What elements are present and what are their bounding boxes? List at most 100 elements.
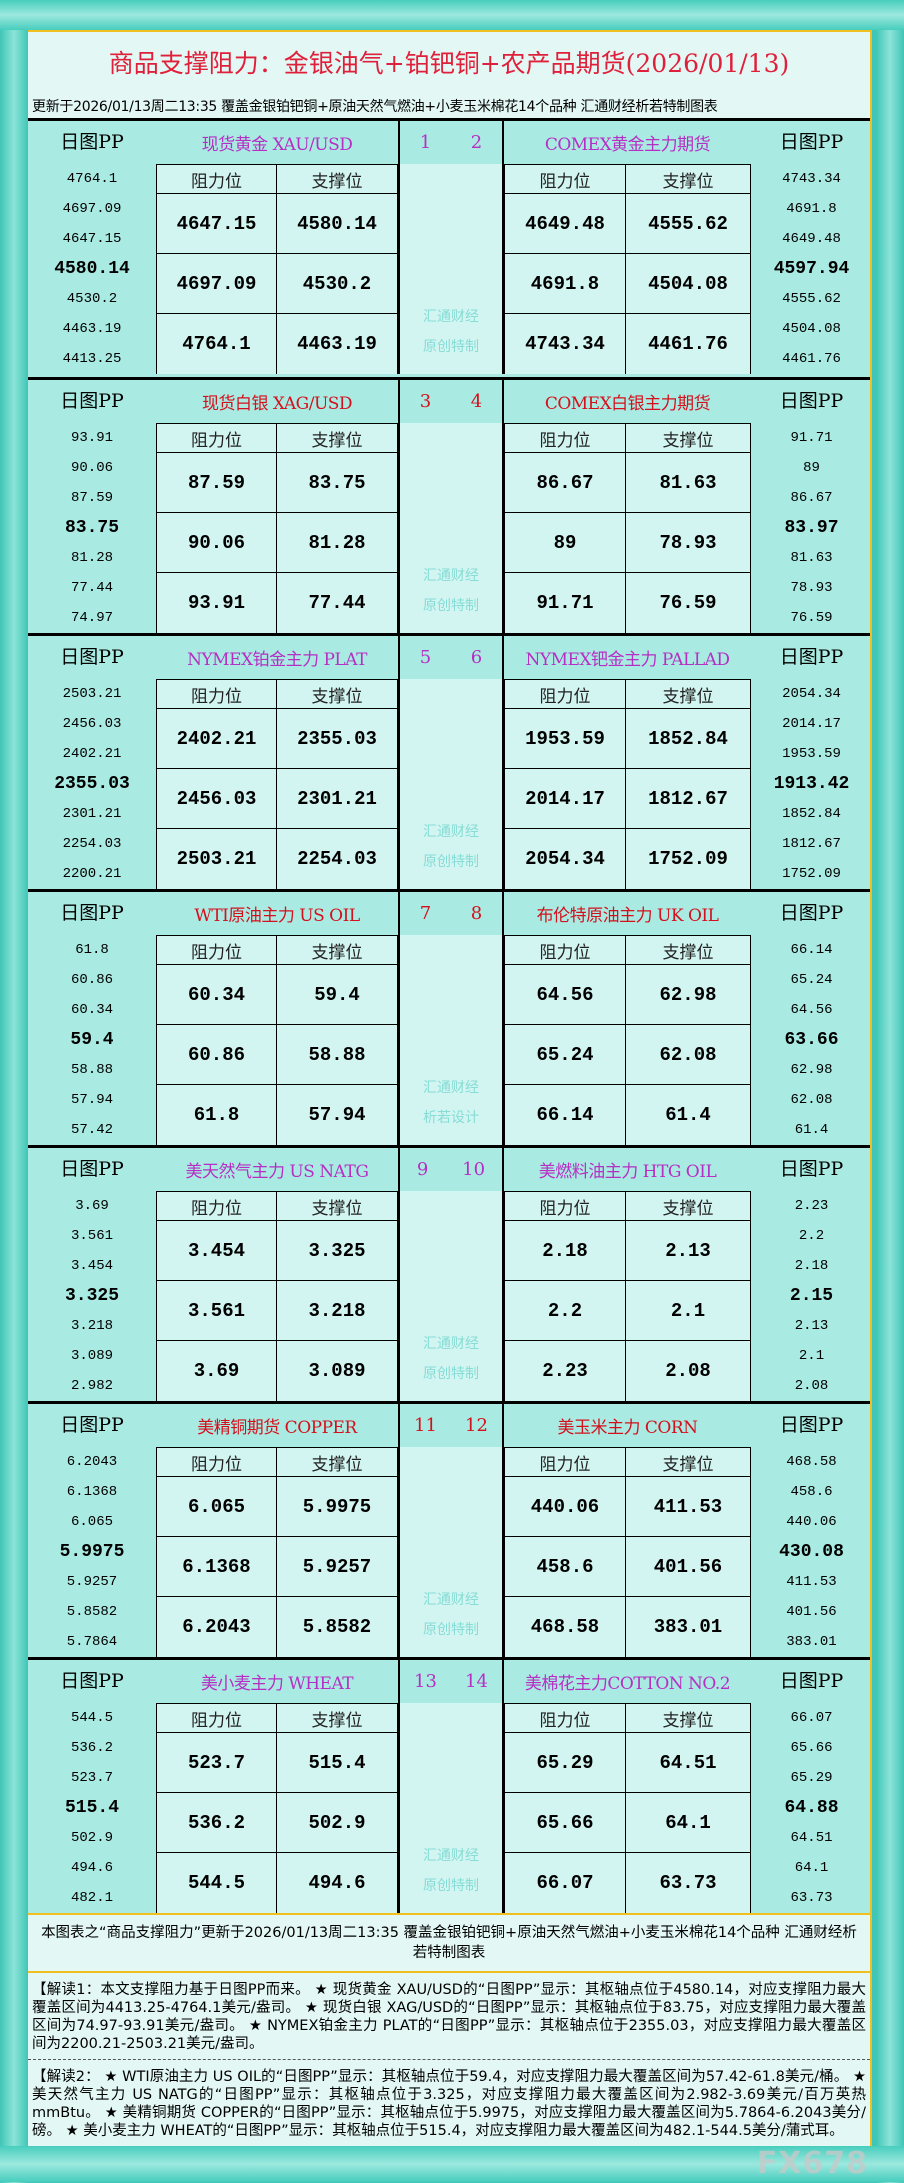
pp-level: 502.9 [70,1830,113,1846]
resistance-value: 60.86 [156,1025,277,1085]
support-value: 59.4 [277,965,398,1025]
resistance-value: 2014.17 [504,769,626,829]
pivot-value: 64.88 [784,1798,839,1818]
product-name-left: 现货白银 XAG/USD [201,394,353,414]
support-value: 5.8582 [277,1597,398,1657]
product-number-left: 5 [419,647,432,668]
watermark-column: 汇通财经 原创特制 [398,1447,504,1657]
support-value: 62.98 [626,965,751,1025]
resistance-header: 阻力位 [504,679,626,709]
product-name-left: NYMEX铂金主力 PLAT [187,650,367,670]
product-number-left: 7 [419,903,432,924]
product-number-right: 4 [470,391,483,412]
resistance-value: 6.065 [156,1477,277,1537]
pp-level: 2.2 [798,1228,825,1244]
pp-label: 日图PP [779,1414,844,1436]
pp-level: 66.14 [790,942,833,958]
pp-level: 89 [803,460,820,476]
support-value: 62.08 [626,1025,751,1085]
pivot-value: 83.97 [784,518,839,538]
resistance-value: 91.71 [504,573,626,633]
pp-level: 6.1368 [66,1484,118,1500]
pp-level: 1752.09 [782,866,841,882]
commodity-blocks: 日图PP 4764.1 4697.09 4647.15 4580.14 4530.2 446… [28,121,870,1913]
pp-level: 4697.09 [62,201,122,217]
resistance-value: 6.1368 [156,1537,277,1597]
commodity-block: 日图PP 4764.1 4697.09 4647.15 4580.14 4530.2 446… [28,121,870,377]
pp-level: 468.58 [786,1454,837,1470]
support-value: 2.13 [626,1221,751,1281]
pp-label: 日图PP [779,646,844,668]
pp-level: 60.86 [70,972,113,988]
support-header: 支撑位 [277,679,398,709]
resistance-value: 4764.1 [156,314,277,374]
product-number-right: 6 [470,647,483,668]
pp-level: 87.59 [70,490,113,506]
resistance-value: 536.2 [156,1793,277,1853]
pp-level: 5.7864 [66,1634,118,1650]
resistance-value: 3.561 [156,1281,277,1341]
watermark-line: 汇通财经 [423,824,479,840]
pp-column-left: 日图PP 61.8 60.86 60.34 59.4 58.88 57.94 57.42 [28,892,156,1145]
pp-label: 日图PP [60,1158,124,1180]
commodity-block: 日图PP 61.8 60.86 60.34 59.4 58.88 57.94 57.42 日图P… [28,889,870,1145]
resistance-value: 93.91 [156,573,277,633]
support-header: 支撑位 [626,1447,751,1477]
product-number-left: 9 [416,1159,429,1180]
product-number-right: 2 [470,132,483,153]
resistance-value: 65.29 [504,1733,626,1793]
watermark-line: 汇通财经 [423,309,479,325]
pp-level: 2054.34 [782,686,841,702]
pp-level: 544.5 [70,1710,113,1726]
pp-level: 76.59 [790,610,833,626]
explanation-1: 【解读1：本文支撑阻力基于日图PP而来。 ★ 现货黄金 XAU/USD的“日图P… [28,1971,870,2059]
block-numbers: 13 14 [398,1660,504,1703]
pp-level: 2.1 [798,1348,825,1364]
watermark-line: 汇通财经 [423,1592,479,1608]
resistance-header: 阻力位 [156,164,277,194]
support-value: 64.1 [626,1793,751,1853]
watermark-line: 原创特制 [423,1622,479,1638]
support-header: 支撑位 [626,1191,751,1221]
product-number-right: 10 [462,1159,486,1180]
pp-level: 2200.21 [62,866,122,882]
product-number-left: 3 [419,391,432,412]
pp-level: 1953.59 [782,746,841,762]
pp-level: 1852.84 [782,806,841,822]
resistance-value: 65.24 [504,1025,626,1085]
resistance-value: 4743.34 [504,314,626,374]
support-value: 5.9257 [277,1537,398,1597]
resistance-value: 2503.21 [156,829,277,889]
pp-level: 6.2043 [66,1454,118,1470]
pp-label: 日图PP [779,902,844,924]
support-header: 支撑位 [277,1703,398,1733]
resistance-value: 468.58 [504,1597,626,1657]
pivot-value: 515.4 [64,1798,119,1818]
resistance-value: 60.34 [156,965,277,1025]
pp-label: 日图PP [60,902,124,924]
pp-level: 65.66 [790,1740,833,1756]
pp-level: 61.4 [794,1122,829,1138]
pp-column-right: 日图PP 2054.34 2014.17 1953.59 1913.42 1852.84 1… [751,636,872,889]
support-value: 58.88 [277,1025,398,1085]
support-header: 支撑位 [626,935,751,965]
pp-level: 401.56 [786,1604,837,1620]
watermark-line: 原创特制 [423,598,479,614]
resistance-header: 阻力位 [156,935,277,965]
bottom-frame: FX678 [0,2146,904,2182]
support-value: 411.53 [626,1477,751,1537]
pp-level: 2.982 [70,1378,113,1394]
pp-level: 81.63 [790,550,833,566]
watermark-line: 原创特制 [423,1878,479,1894]
block-numbers: 9 10 [398,1148,504,1191]
pp-level: 523.7 [70,1770,113,1786]
pp-column-right: 日图PP 2.23 2.2 2.18 2.15 2.13 2.1 2.08 [751,1148,872,1401]
pp-level: 2.13 [794,1318,829,1334]
resistance-header: 阻力位 [156,1447,277,1477]
pp-level: 2254.03 [62,836,122,852]
product-number-right: 12 [465,1415,488,1436]
